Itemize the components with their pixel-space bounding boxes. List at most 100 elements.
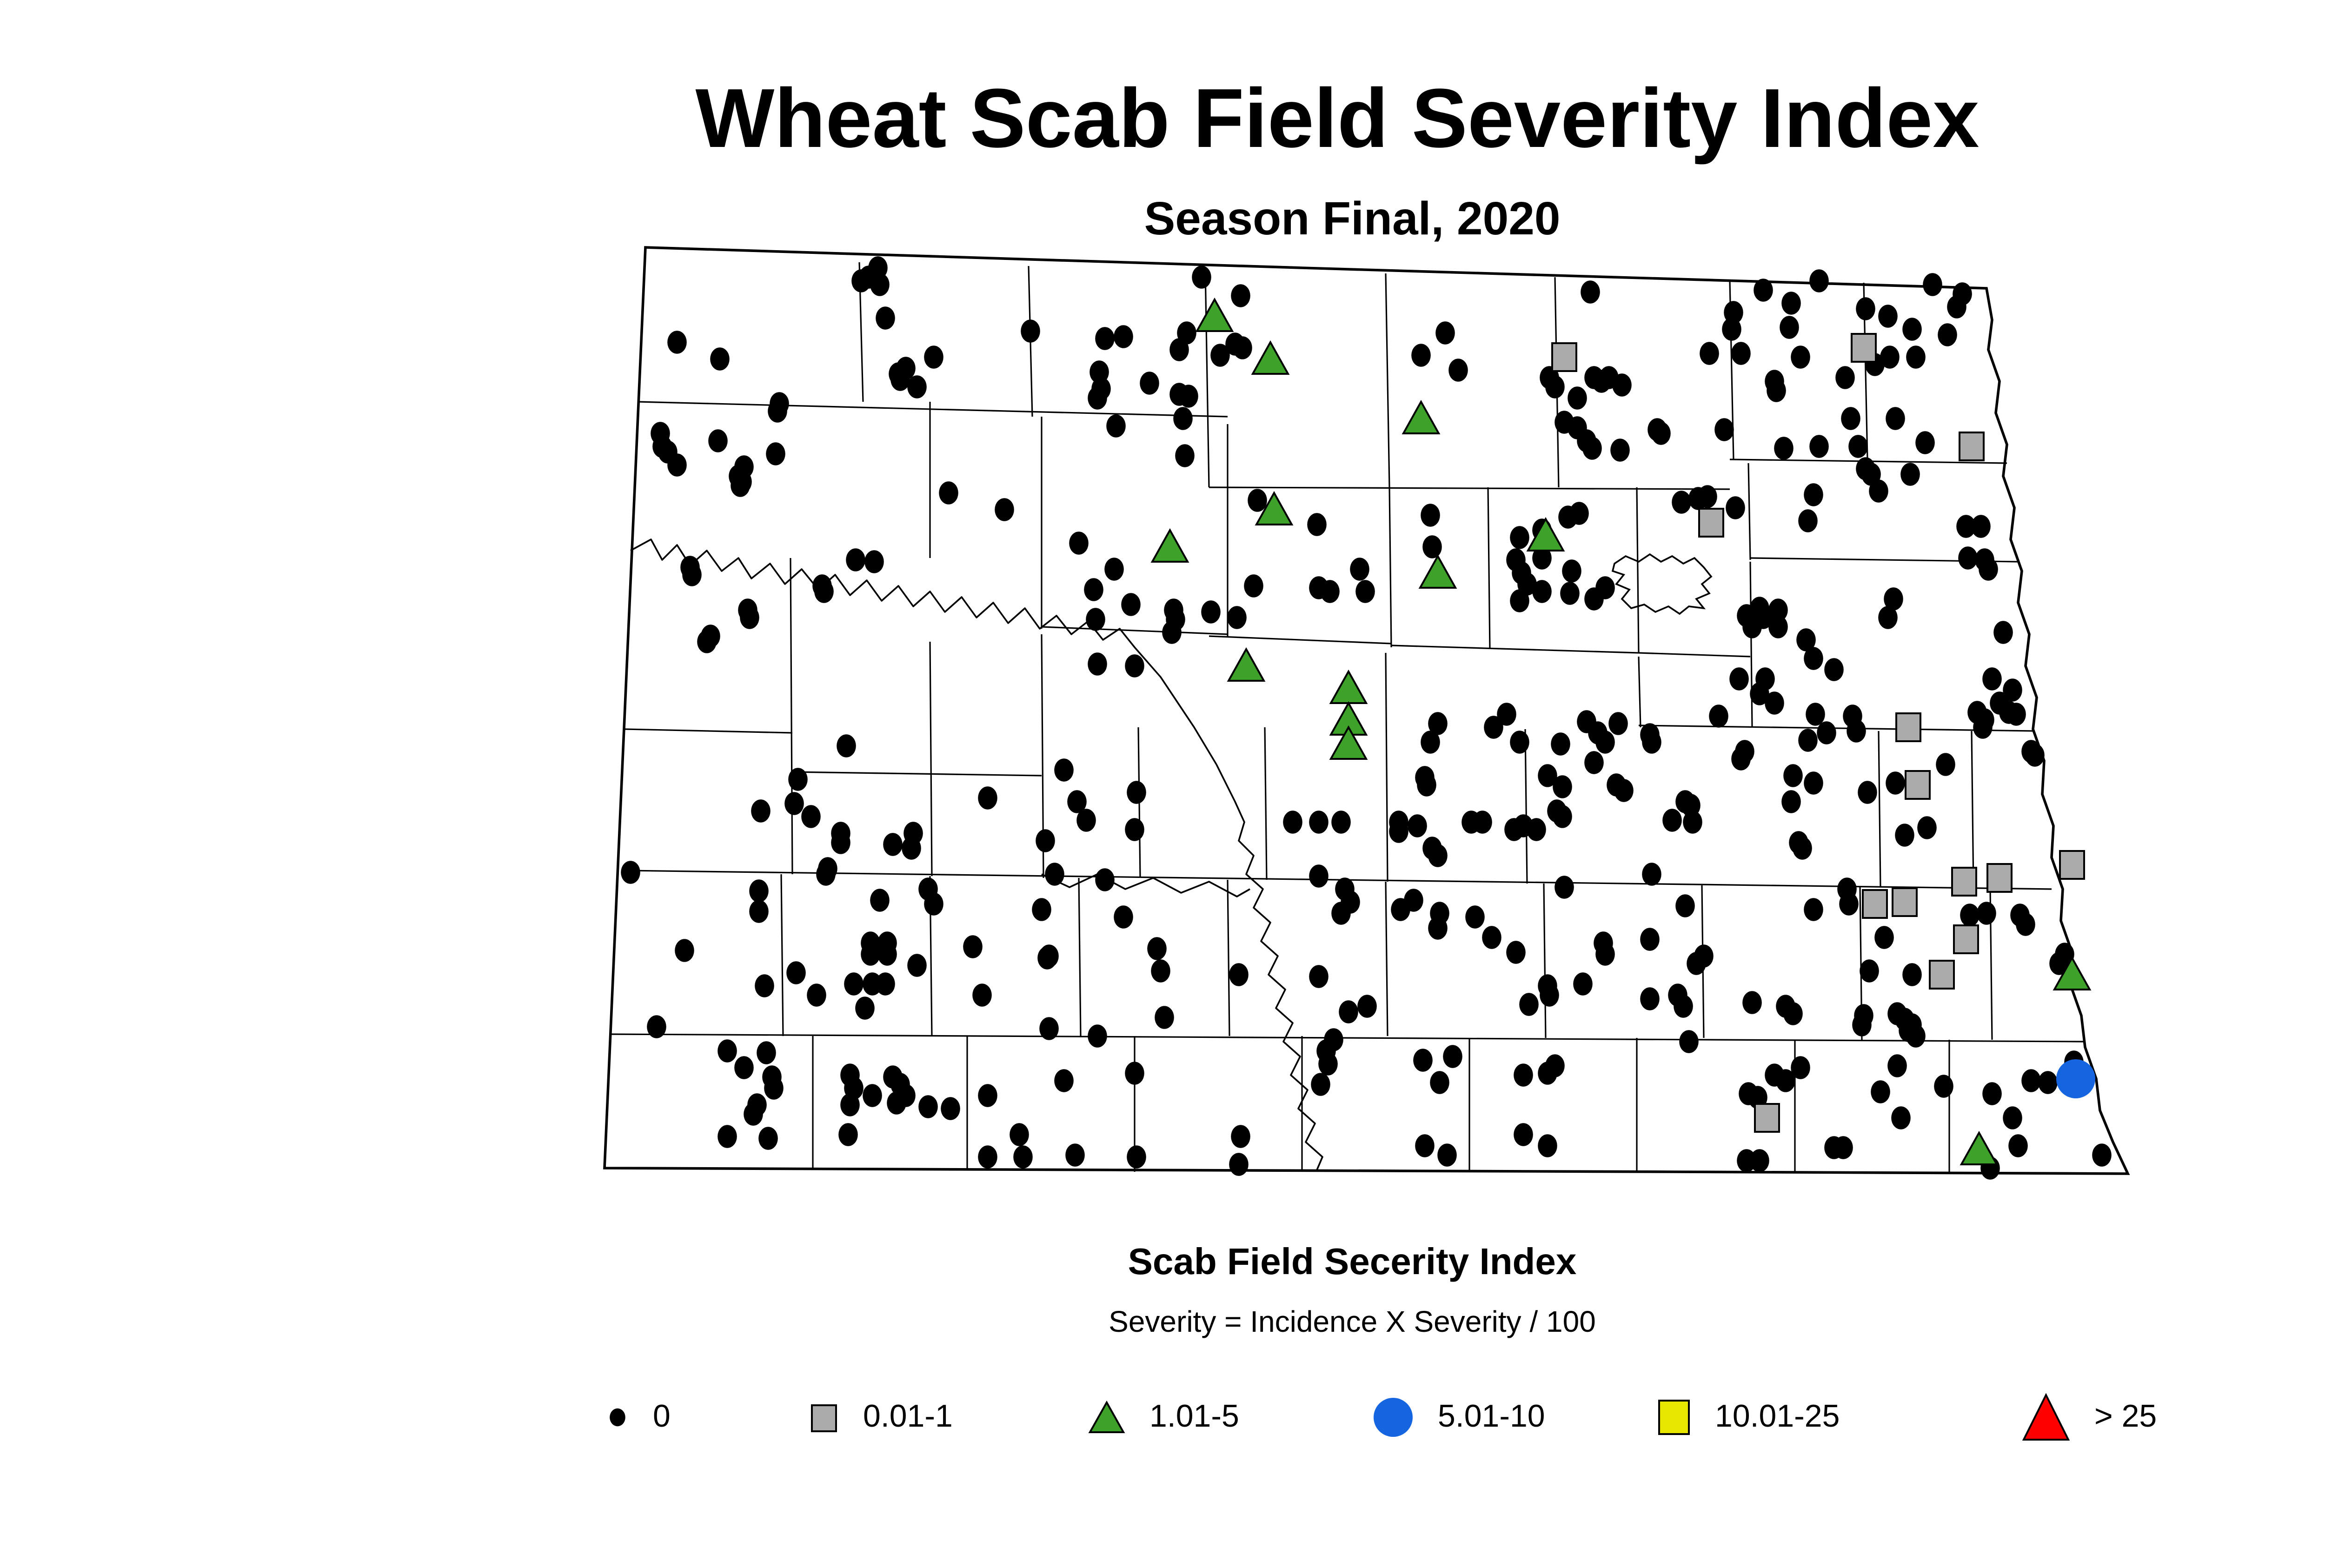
- county-boundary: [1638, 724, 2035, 732]
- marker-dot-severity-0: [1923, 273, 1942, 296]
- county-boundary: [1543, 883, 1547, 1038]
- marker-dot-severity-0: [816, 863, 836, 886]
- marker-dot-severity-0: [1125, 818, 1144, 841]
- marker-dot-severity-0: [924, 345, 943, 369]
- county-boundary: [1524, 729, 1528, 884]
- marker-dot-severity-0: [1540, 983, 1559, 1007]
- marker-dot-severity-0: [1956, 515, 1976, 538]
- marker-square-severity-0.01-1: [1929, 960, 1955, 990]
- marker-dot-severity-0: [883, 833, 903, 856]
- marker-dot-severity-0: [1331, 902, 1351, 925]
- marker-dot-severity-0: [1514, 1063, 1533, 1087]
- legend-item-label: > 25: [2094, 1399, 2157, 1434]
- marker-dot-severity-0: [1554, 876, 1574, 899]
- marker-dot-severity-0: [1687, 952, 1706, 975]
- marker-dot-severity-0: [1780, 316, 1799, 339]
- marker-dot-severity-0: [831, 831, 850, 854]
- legend-triangle-icon: [2022, 1393, 2070, 1441]
- marker-dot-severity-0: [1595, 943, 1615, 966]
- marker-dot-severity-0: [2003, 678, 2022, 702]
- marker-dot-severity-0: [1169, 338, 1189, 361]
- river: [1041, 873, 1250, 897]
- county-boundary: [1636, 487, 1640, 653]
- marker-triangle-severity-1.01-5: [1329, 725, 1368, 760]
- marker-dot-severity-0: [907, 954, 927, 977]
- marker-dot-severity-0: [1244, 574, 1263, 598]
- marker-dot-severity-0: [1054, 1069, 1074, 1092]
- marker-dot-severity-0: [814, 580, 834, 603]
- marker-dot-severity-0: [1958, 546, 1978, 570]
- marker-dot-severity-0: [1201, 600, 1221, 624]
- marker-dot-severity-0: [1125, 654, 1144, 678]
- county-boundary: [780, 874, 784, 1036]
- marker-dot-severity-0: [1869, 479, 1888, 503]
- county-boundary: [624, 870, 2052, 890]
- marker-dot-severity-0: [1906, 345, 1926, 369]
- marker-dot-severity-0: [1173, 407, 1193, 430]
- marker-dot-severity-0: [1114, 325, 1133, 348]
- marker-dot-severity-0: [1793, 837, 1812, 860]
- marker-dot-severity-0: [667, 331, 687, 354]
- legend-formula: Severity = Incidence X Severity / 100: [1109, 1308, 1596, 1339]
- marker-dot-severity-0: [1750, 682, 1769, 705]
- marker-dot-severity-0: [877, 943, 897, 966]
- county-boundary: [792, 771, 1042, 777]
- marker-dot-severity-0: [1538, 1134, 1557, 1157]
- marker-dot-severity-0: [1086, 608, 1105, 631]
- marker-dot-severity-0: [1428, 844, 1448, 867]
- marker-dot-severity-0: [1934, 1075, 1953, 1098]
- marker-dot-severity-0: [1032, 898, 1051, 921]
- marker-dot-severity-0: [939, 481, 958, 505]
- marker-dot-severity-0: [1642, 863, 1661, 886]
- marker-dot-severity-0: [1140, 372, 1159, 395]
- page-title: Wheat Scab Field Severity Index: [695, 71, 1980, 166]
- marker-dot-severity-0: [890, 1073, 910, 1096]
- marker-dot-severity-0: [667, 453, 687, 477]
- county-boundary: [1878, 731, 1881, 888]
- marker-dot-severity-0: [861, 943, 880, 966]
- marker-dot-severity-0: [1415, 1134, 1435, 1157]
- county-boundary: [610, 1033, 2084, 1043]
- legend-item-0: 0: [604, 1376, 671, 1458]
- state-outline: [603, 246, 2130, 1175]
- marker-dot-severity-0: [1768, 615, 1788, 638]
- marker-dot-severity-0: [1714, 418, 1734, 441]
- county-boundary: [1078, 877, 1082, 1036]
- page-subtitle: Season Final, 2020: [1144, 193, 1561, 246]
- marker-dot-severity-0: [1088, 386, 1107, 410]
- marker-dot-severity-0: [1497, 703, 1516, 726]
- legend-item-label: 1.01-5: [1149, 1399, 1239, 1434]
- marker-dot-severity-0: [1982, 1082, 2002, 1105]
- marker-square-severity-0.01-1: [1986, 863, 2013, 893]
- legend-square-icon: [1658, 1400, 1690, 1435]
- marker-dot-severity-0: [1482, 926, 1501, 949]
- marker-dot-severity-0: [2038, 1071, 2058, 1094]
- marker-dot-severity-0: [876, 972, 895, 996]
- marker-dot-severity-0: [1095, 327, 1115, 350]
- marker-dot-severity-0: [1878, 606, 1898, 629]
- marker-dot-severity-0: [744, 1103, 763, 1126]
- marker-dot-severity-0: [757, 1041, 776, 1064]
- marker-dot-severity-0: [675, 939, 694, 962]
- marker-dot-severity-0: [1731, 747, 1751, 771]
- marker-dot-severity-0: [1147, 937, 1167, 960]
- legend-item-0.01-1: 0.01-1: [807, 1376, 953, 1458]
- marker-dot-severity-0: [1021, 319, 1040, 343]
- marker-dot-severity-0: [1774, 437, 1794, 460]
- marker-dot-severity-0: [1088, 1024, 1107, 1048]
- marker-dot-severity-0: [1545, 375, 1565, 399]
- marker-dot-severity-0: [1307, 513, 1327, 536]
- marker-dot-severity-0: [1887, 1054, 1907, 1077]
- marker-dot-severity-0: [1229, 963, 1249, 986]
- marker-dot-severity-0: [1151, 959, 1170, 983]
- marker-dot-severity-0: [1679, 1030, 1699, 1053]
- marker-dot-severity-0: [1421, 504, 1440, 527]
- marker-dot-severity-0: [1886, 407, 1905, 430]
- marker-dot-severity-0: [1532, 546, 1552, 570]
- marker-dot-severity-0: [1709, 704, 1728, 728]
- marker-dot-severity-0: [2092, 1143, 2112, 1167]
- marker-dot-severity-0: [786, 961, 806, 984]
- marker-dot-severity-0: [1231, 284, 1250, 307]
- marker-dot-severity-0: [1806, 703, 1825, 726]
